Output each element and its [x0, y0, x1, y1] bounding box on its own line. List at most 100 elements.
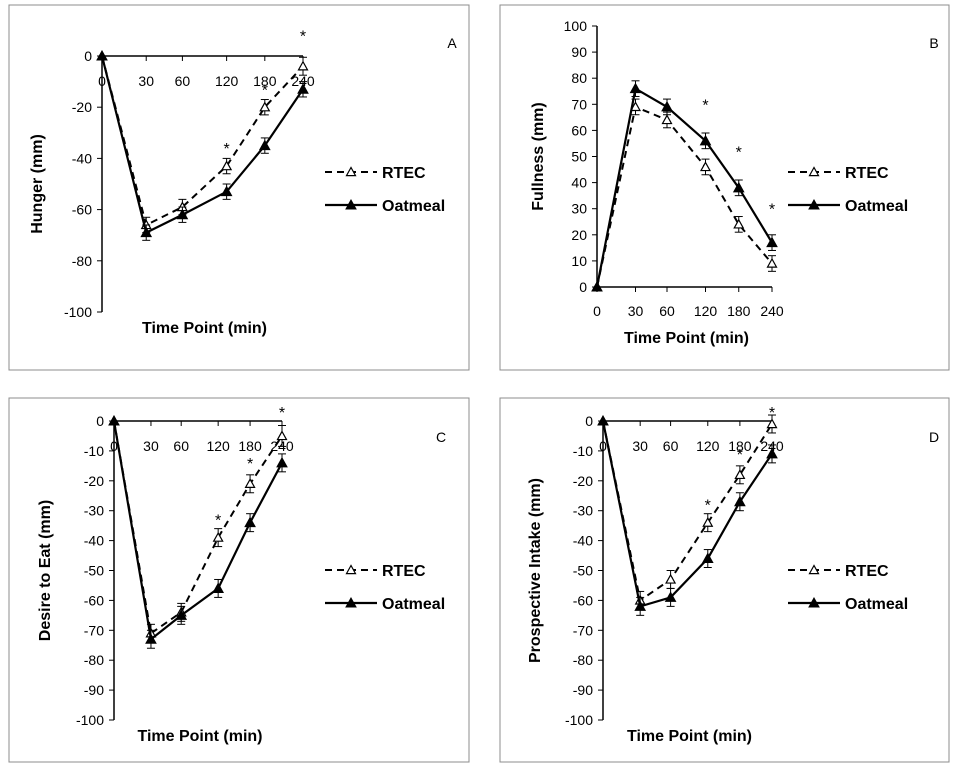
- panel-letter: B: [929, 35, 938, 51]
- x-axis-label: Time Point (min): [627, 728, 752, 745]
- x-tick-label: 180: [238, 438, 262, 454]
- y-tick-label: -10: [573, 443, 593, 459]
- x-tick-label: 30: [143, 438, 159, 454]
- x-axis-label: Time Point (min): [137, 728, 262, 745]
- y-tick-label: 50: [571, 149, 587, 165]
- significance-star: *: [262, 82, 268, 99]
- series-line-oatmeal: [112, 420, 283, 642]
- y-axis-label: Prospective Intake (mm): [527, 478, 544, 663]
- data-point-oatmeal: [108, 414, 120, 426]
- data-point-oatmeal: [661, 100, 673, 112]
- series-line-rtec: [602, 420, 773, 603]
- x-tick-label: 0: [98, 73, 106, 89]
- panel-frame: [8, 397, 470, 763]
- data-point-rtec: [733, 218, 745, 229]
- y-tick-label: -90: [84, 682, 104, 698]
- y-tick-label: 30: [571, 201, 587, 217]
- y-tick-label: -50: [84, 563, 104, 579]
- significance-star: *: [247, 456, 253, 473]
- data-point-oatmeal: [140, 226, 153, 238]
- data-point-rtec: [766, 257, 778, 268]
- data-point-oatmeal: [766, 447, 778, 459]
- x-tick-label: 60: [659, 303, 675, 319]
- data-point-oatmeal: [297, 83, 309, 94]
- y-tick-label: -50: [573, 563, 593, 579]
- data-point-oatmeal: [634, 600, 647, 611]
- x-tick-label: 30: [628, 303, 644, 319]
- y-tick-label: -60: [84, 592, 104, 608]
- significance-star: *: [702, 97, 708, 114]
- data-point-oatmeal: [176, 208, 189, 220]
- y-tick-label: -100: [565, 712, 593, 728]
- panel-frame: [499, 397, 950, 763]
- legend-label-rtec: RTEC: [845, 563, 889, 580]
- legend-marker-oatmeal: [808, 596, 820, 608]
- legend-marker-rtec: [808, 564, 820, 575]
- significance-star: *: [279, 405, 285, 422]
- legend-marker-oatmeal: [345, 198, 357, 210]
- data-point-rtec: [212, 531, 224, 542]
- data-point-oatmeal: [175, 609, 188, 620]
- y-tick-label: 90: [571, 44, 587, 60]
- data-point-rtec: [259, 101, 271, 112]
- y-tick-label: -40: [72, 150, 92, 166]
- x-tick-label: 60: [173, 438, 189, 454]
- data-point-oatmeal: [276, 456, 288, 468]
- x-tick-label: 60: [663, 438, 679, 454]
- data-point-oatmeal: [212, 582, 225, 593]
- y-tick-label: 70: [571, 96, 587, 112]
- significance-star: *: [737, 447, 743, 464]
- significance-star: *: [300, 29, 306, 46]
- y-tick-label: -30: [84, 503, 104, 519]
- data-point-rtec: [734, 469, 746, 480]
- y-tick-label: -10: [84, 443, 104, 459]
- panel-c: 0 -10 -20 -30 -40 -50 -60 -70 -80 -90 -100 0 30 60 120…: [8, 397, 470, 763]
- panel-frame: [499, 4, 950, 371]
- data-point-oatmeal: [244, 516, 256, 528]
- panel-letter: D: [929, 429, 939, 445]
- x-tick-label: 30: [632, 438, 648, 454]
- data-point-rtec: [276, 430, 288, 441]
- y-tick-label: -40: [84, 533, 104, 549]
- data-point-oatmeal: [220, 185, 233, 197]
- data-point-rtec: [702, 516, 714, 527]
- x-tick-label: 120: [215, 73, 239, 89]
- data-point-oatmeal: [766, 236, 778, 248]
- legend-label-rtec: RTEC: [382, 563, 426, 580]
- panel-d: 0 -10 -20 -30 -40 -50 -60 -70 -80 -90 -100 0 30 60 120…: [499, 397, 950, 763]
- x-tick-label: 0: [110, 438, 118, 454]
- significance-star: *: [769, 202, 775, 219]
- x-tick-label: 180: [253, 73, 277, 89]
- data-point-oatmeal: [96, 49, 108, 61]
- series-line-rtec: [596, 105, 773, 288]
- y-tick-label: 100: [564, 18, 588, 34]
- data-point-rtec: [661, 114, 673, 125]
- y-tick-label: 80: [571, 70, 587, 86]
- data-point-oatmeal: [258, 139, 271, 151]
- y-tick-label: 0: [96, 413, 104, 429]
- x-tick-label: 120: [696, 438, 720, 454]
- y-tick-label: 0: [84, 48, 92, 64]
- data-point-rtec: [297, 60, 309, 71]
- legend-label-rtec: RTEC: [845, 165, 889, 182]
- x-tick-label: 0: [593, 303, 601, 319]
- y-axis-label: Fullness (mm): [530, 102, 547, 210]
- legend-label-rtec: RTEC: [382, 165, 426, 182]
- y-tick-label: -100: [76, 712, 104, 728]
- x-tick-label: 120: [206, 438, 230, 454]
- y-tick-label: 0: [579, 279, 587, 295]
- series-line-rtec: [113, 420, 283, 636]
- data-point-oatmeal: [699, 134, 712, 146]
- x-tick-label: 120: [694, 303, 718, 319]
- y-tick-label: 40: [571, 175, 587, 191]
- y-tick-label: -100: [64, 304, 92, 320]
- panel-frame: [8, 4, 470, 371]
- y-tick-label: -60: [72, 202, 92, 218]
- significance-star: *: [215, 513, 221, 530]
- x-tick-label: 180: [727, 303, 751, 319]
- y-tick-label: -20: [72, 99, 92, 115]
- legend: RTEC Oatmeal: [325, 165, 445, 215]
- series-line-oatmeal: [595, 86, 773, 288]
- y-axis-label: Desire to Eat (mm): [37, 500, 54, 641]
- x-axis-label: Time Point (min): [624, 330, 749, 347]
